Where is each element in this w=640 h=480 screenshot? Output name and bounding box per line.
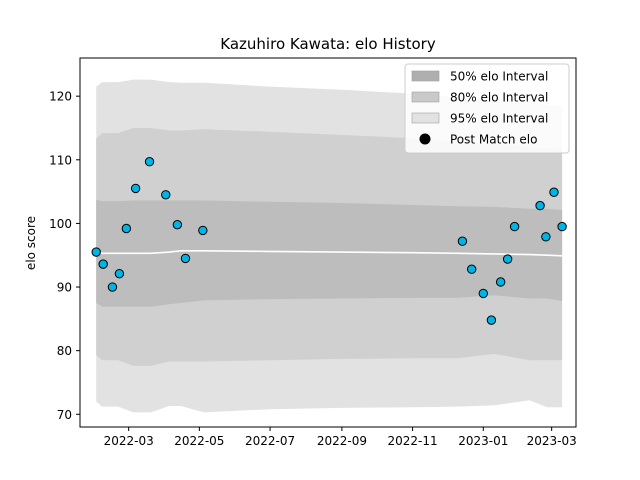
legend-label: Post Match elo	[450, 133, 537, 147]
post-match-elo-point	[172, 219, 183, 230]
y-tick-label: 90	[57, 281, 72, 295]
plot-frame	[79, 57, 577, 428]
x-tick-label: 2023-03	[527, 434, 577, 448]
post-match-elo-point	[98, 259, 108, 269]
x-tick-label: 2022-09	[317, 434, 367, 448]
chart-title: Kazuhiro Kawata: elo History	[220, 35, 436, 53]
post-match-elo-point	[130, 183, 141, 194]
x-tick-label: 2023-01	[458, 434, 508, 448]
mean-elo-line	[96, 249, 563, 257]
legend-label: 80% elo Interval	[450, 91, 548, 105]
post-match-elo-point	[114, 268, 125, 279]
plot-area	[91, 79, 567, 413]
legend-swatch	[411, 112, 440, 124]
post-match-elo-point	[91, 247, 101, 257]
y-tick-label: 70	[57, 408, 72, 422]
post-match-elo-point	[478, 288, 488, 299]
legend-label: 95% elo Interval	[450, 112, 548, 126]
x-axis: 2022-03 2022-05 2022-07 2022-09 2022-11 2023-…	[104, 427, 577, 448]
post-match-elo-point	[198, 225, 208, 236]
post-match-elo-point	[457, 236, 468, 246]
legend-swatch	[411, 70, 440, 82]
interval-band-3	[96, 199, 563, 307]
post-match-elo-point	[549, 187, 559, 197]
legend: 50% elo Interval 80% elo Interval 95% elo …	[404, 63, 570, 154]
post-match-elo-point	[486, 315, 497, 325]
legend-label: 50% elo Interval	[450, 70, 548, 84]
x-tick-label: 2022-07	[245, 434, 295, 448]
y-tick-label: 80	[57, 344, 72, 358]
y-tick-label: 110	[49, 153, 72, 167]
post-match-elo-point	[467, 264, 477, 274]
post-match-elo-point	[107, 282, 118, 292]
post-match-elo-point	[144, 157, 155, 167]
y-tick-label: 120	[49, 90, 72, 104]
y-axis: 70 80 90 100 110 120	[49, 90, 80, 422]
legend-marker	[419, 133, 431, 145]
post-match-elo-point	[509, 221, 520, 232]
x-tick-label: 2022-03	[104, 434, 154, 448]
post-match-elo-point	[557, 221, 567, 232]
post-match-elo-point	[495, 277, 506, 287]
post-match-elo-point	[502, 254, 513, 264]
x-tick-label: 2022-05	[174, 434, 224, 448]
post-match-elo-point	[541, 232, 551, 242]
x-tick-label: 2022-11	[388, 434, 438, 448]
post-match-elo-point	[535, 200, 545, 211]
post-match-elo-point	[180, 253, 191, 264]
legend-box	[404, 63, 570, 154]
legend-swatch	[411, 91, 440, 103]
y-tick-label: 100	[49, 217, 72, 231]
post-match-elo-point	[121, 223, 132, 234]
post-match-elo-point	[161, 190, 171, 200]
y-axis-label: elo score	[24, 216, 38, 270]
